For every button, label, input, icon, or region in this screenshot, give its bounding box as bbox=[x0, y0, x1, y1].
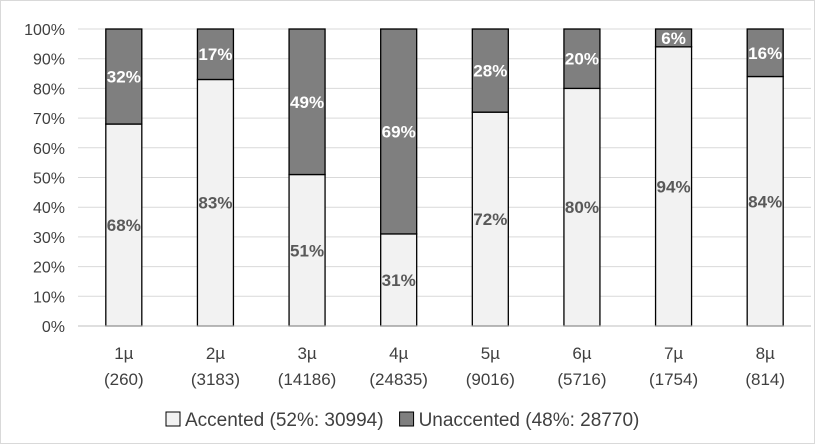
gridlines bbox=[78, 28, 811, 327]
y-tick-label: 70% bbox=[33, 111, 65, 128]
bar-unaccented bbox=[563, 28, 601, 90]
bar-unaccented bbox=[380, 28, 418, 235]
x-category-label: 6µ bbox=[572, 344, 591, 363]
x-category-label: 4µ bbox=[389, 344, 408, 363]
y-tick-label: 50% bbox=[33, 171, 65, 188]
data-label-unaccented: 69% bbox=[382, 122, 416, 141]
y-tick-label: 100% bbox=[24, 22, 65, 39]
data-label-accented: 31% bbox=[382, 271, 416, 290]
data-label-accented: 72% bbox=[473, 210, 507, 229]
y-tick-label: 0% bbox=[42, 319, 65, 336]
bar-unaccented bbox=[471, 28, 509, 113]
data-label-unaccented: 28% bbox=[473, 62, 507, 81]
bar-accented bbox=[746, 75, 784, 327]
bar-accented bbox=[471, 111, 509, 327]
x-category-label: 1µ bbox=[114, 344, 133, 363]
data-label-unaccented: 32% bbox=[107, 68, 141, 87]
x-category-count: (5716) bbox=[557, 370, 606, 389]
bar-unaccented bbox=[105, 28, 143, 125]
data-label-accented: 51% bbox=[290, 241, 324, 260]
x-category-count: (9016) bbox=[466, 370, 515, 389]
bar-accented bbox=[654, 46, 693, 327]
x-category-label: 5µ bbox=[481, 344, 500, 363]
data-label-unaccented: 17% bbox=[198, 45, 232, 64]
data-label-unaccented: 20% bbox=[565, 50, 599, 69]
data-label-accented: 83% bbox=[198, 194, 232, 213]
x-category-count: (814) bbox=[745, 370, 785, 389]
y-tick-label: 20% bbox=[33, 260, 65, 277]
x-category-count: (24835) bbox=[369, 370, 428, 389]
x-axis: 1µ (260) 2µ (3183) 3µ (14186) 4µ (24835) 5µ (9016… bbox=[78, 325, 811, 389]
data-label-unaccented: 16% bbox=[748, 44, 782, 63]
legend-label-unaccented: Unaccented (48%: 28770) bbox=[419, 410, 640, 431]
legend-label-accented: Accented (52%: 30994) bbox=[185, 410, 384, 431]
legend: Accented (52%: 30994) Unaccented (48%: 28… bbox=[165, 410, 640, 431]
data-label-unaccented: 6% bbox=[661, 29, 686, 48]
y-tick-label: 90% bbox=[33, 52, 65, 69]
x-category-count: (1754) bbox=[649, 370, 698, 389]
y-tick-label: 40% bbox=[33, 200, 65, 217]
bar-accented bbox=[105, 123, 143, 327]
bar-accented bbox=[380, 233, 418, 327]
y-axis: 0% 10% 20% 30% 40% 50% 60% 70% 80% 90% 100% bbox=[24, 22, 65, 336]
bar-unaccented bbox=[196, 28, 235, 81]
x-category-label: 7µ bbox=[664, 344, 683, 363]
data-label-accented: 94% bbox=[657, 177, 691, 196]
bar-unaccented bbox=[288, 28, 326, 176]
legend-swatch-accented bbox=[165, 411, 181, 427]
y-tick-label: 80% bbox=[33, 81, 65, 98]
data-label-accented: 80% bbox=[565, 198, 599, 217]
y-tick-label: 10% bbox=[33, 289, 65, 306]
x-category-count: (14186) bbox=[278, 370, 337, 389]
legend-swatch-unaccented bbox=[399, 411, 415, 427]
x-category-label: 3µ bbox=[297, 344, 316, 363]
bar-unaccented bbox=[654, 28, 693, 48]
bars: 68% 32% 83% 17% 51% 49% 31% 69% 72% 28% 80% 20% 94% 6… bbox=[105, 28, 784, 327]
bar-accented bbox=[563, 87, 601, 327]
y-tick-label: 60% bbox=[33, 141, 65, 158]
x-category-label: 2µ bbox=[206, 344, 225, 363]
x-category-count: (260) bbox=[104, 370, 144, 389]
data-label-unaccented: 49% bbox=[290, 93, 324, 112]
y-tick-label: 30% bbox=[33, 230, 65, 247]
bar-accented bbox=[196, 78, 235, 327]
x-category-count: (3183) bbox=[191, 370, 240, 389]
bar-unaccented bbox=[746, 28, 784, 78]
data-label-accented: 68% bbox=[107, 216, 141, 235]
x-category-label: 8µ bbox=[756, 344, 775, 363]
data-label-accented: 84% bbox=[748, 192, 782, 211]
